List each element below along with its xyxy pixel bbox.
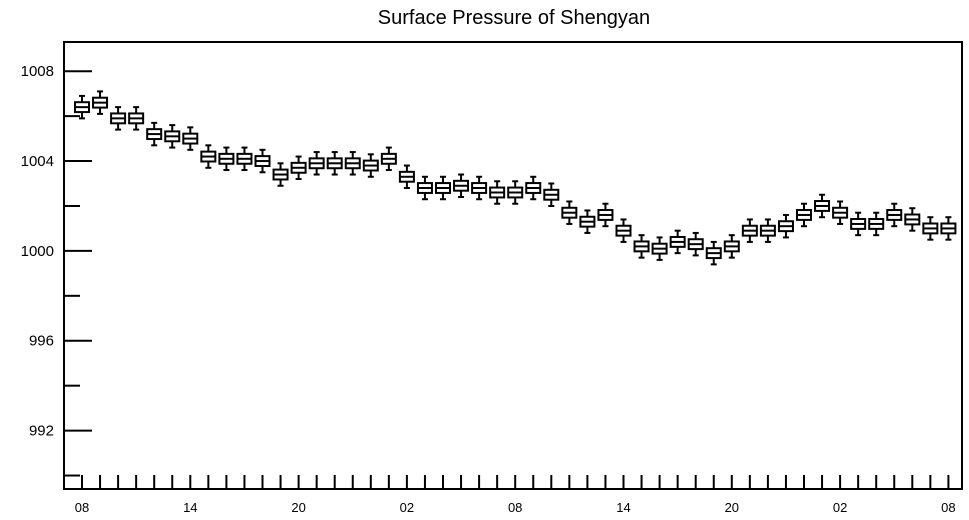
box-9	[236, 146, 253, 172]
x-tick-label: 02	[833, 500, 847, 515]
box-6	[182, 126, 199, 151]
box-30	[615, 218, 632, 243]
box-44	[868, 211, 885, 237]
box-40	[796, 202, 812, 228]
box-15	[344, 151, 361, 176]
x-tick-label: 08	[508, 500, 522, 515]
x-axis: 08 14 20 02 08 14 20 02 08	[75, 475, 956, 515]
x-tick-label: 08	[75, 500, 89, 515]
box-42	[832, 200, 849, 225]
y-tick-label: 1000	[21, 243, 54, 260]
box-32	[651, 236, 668, 261]
box-35	[705, 240, 722, 266]
box-19	[416, 175, 433, 201]
box-46	[904, 207, 921, 232]
box-13	[308, 151, 325, 176]
box-28	[579, 209, 596, 234]
box-1	[92, 90, 109, 115]
x-tick-label: 20	[725, 500, 739, 515]
box-14	[326, 151, 343, 176]
box-2	[110, 106, 127, 131]
box-27	[561, 200, 578, 225]
x-tick-label: 14	[616, 500, 630, 515]
box-23	[489, 180, 506, 205]
y-tick-label: 996	[29, 333, 54, 350]
box-41	[814, 193, 831, 219]
y-tick-label: 992	[29, 423, 54, 440]
box-47	[922, 216, 939, 241]
y-tick-label: 1008	[21, 63, 54, 80]
box-18	[398, 164, 415, 190]
box-11	[272, 162, 289, 187]
y-tick-label: 1004	[21, 153, 54, 170]
box-17	[380, 146, 397, 172]
box-33	[669, 229, 686, 255]
box-5	[164, 124, 181, 149]
box-8	[218, 146, 235, 172]
box-12	[290, 155, 307, 181]
box-43	[850, 211, 867, 237]
box-7	[200, 144, 217, 169]
box-21	[453, 173, 470, 198]
box-38	[759, 218, 776, 243]
chart-title: Surface Pressure of Shengyan	[378, 7, 650, 29]
box-31	[633, 234, 650, 259]
box-48	[940, 216, 957, 241]
box-10	[254, 148, 271, 174]
x-tick-label: 08	[941, 500, 955, 515]
x-tick-label: 02	[400, 500, 414, 515]
box-26	[543, 182, 560, 207]
plot-frame	[63, 41, 963, 490]
box-0	[74, 94, 90, 120]
box-36	[723, 234, 740, 259]
box-34	[687, 231, 704, 257]
box-series	[74, 90, 957, 266]
box-16	[362, 153, 379, 178]
box-3	[128, 106, 145, 131]
box-37	[741, 218, 758, 243]
box-20	[435, 175, 451, 201]
box-25	[525, 175, 542, 201]
box-24	[507, 180, 524, 205]
box-39	[777, 213, 794, 239]
y-axis: 992 996 1000 1004 1008	[21, 63, 92, 477]
box-29	[597, 202, 614, 228]
box-4	[146, 121, 163, 147]
box-45	[886, 202, 903, 228]
x-tick-label: 20	[291, 500, 305, 515]
x-tick-label: 14	[183, 500, 197, 515]
box-22	[471, 175, 488, 201]
